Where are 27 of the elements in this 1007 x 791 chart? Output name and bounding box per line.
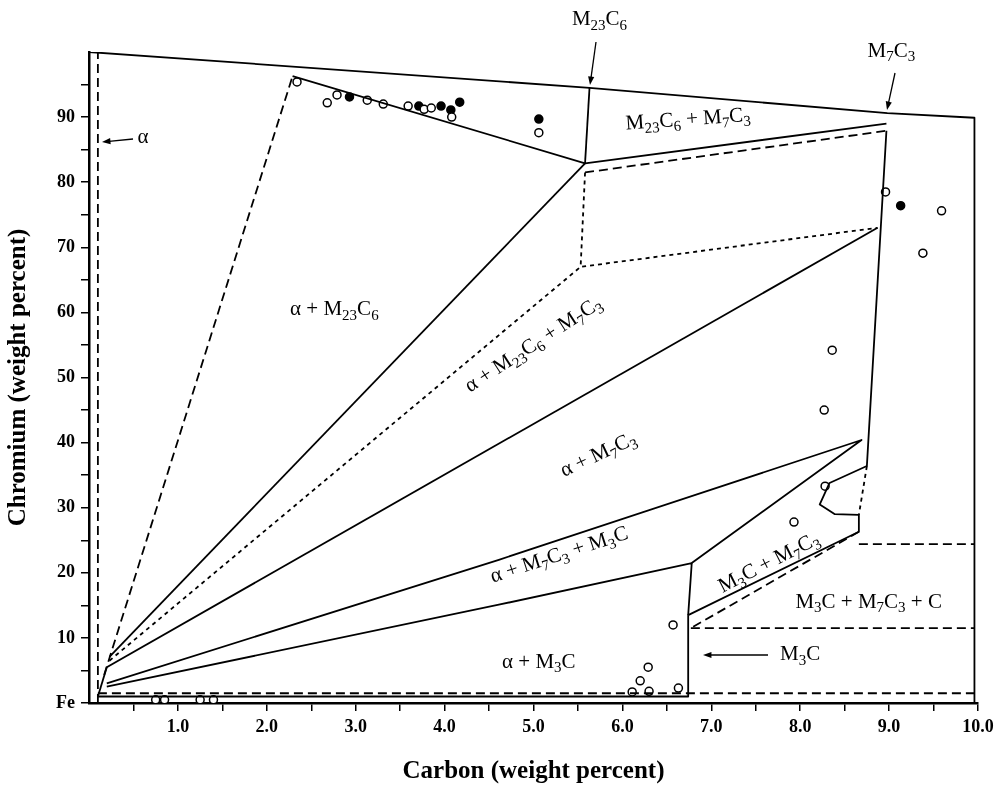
x-tick-label: 5.0 [522,716,545,737]
annotation: α [137,123,149,148]
y-tick-label: 30 [57,496,75,517]
y-tick-label: 40 [57,431,75,452]
y-axis-title: Chromium (weight percent) [3,228,32,527]
y-tick-label: 80 [57,170,75,191]
annotation: M23C6 + M7C3 [624,102,752,136]
y-tick-label: 10 [57,626,75,647]
y-tick-label: 20 [57,561,75,582]
x-tick-label: 4.0 [433,716,456,737]
x-tick-label: 8.0 [788,716,812,737]
annotation: α + M7C3 + M3C [486,520,631,588]
annotation: α + M7C3 [555,428,641,482]
x-tick-label: 10.0 [962,716,994,737]
annotation: α + M23C6 + M7C3 [459,294,608,397]
x-tick-label: 7.0 [700,716,723,737]
x-tick-label: 3.0 [344,716,367,737]
x-tick-label: 9.0 [877,716,901,737]
x-tick-label: 2.0 [255,716,279,737]
y-tick-label: 60 [57,301,75,322]
y-tick-label: Fe [56,691,76,712]
y-tick-label: 50 [57,366,75,387]
x-tick-label: 6.0 [611,716,634,737]
y-tick-label: 70 [57,235,75,256]
x-tick-label: 1.0 [166,716,190,737]
y-tick-label: 90 [57,105,75,126]
x-axis-title: Carbon (weight percent) [402,756,665,785]
